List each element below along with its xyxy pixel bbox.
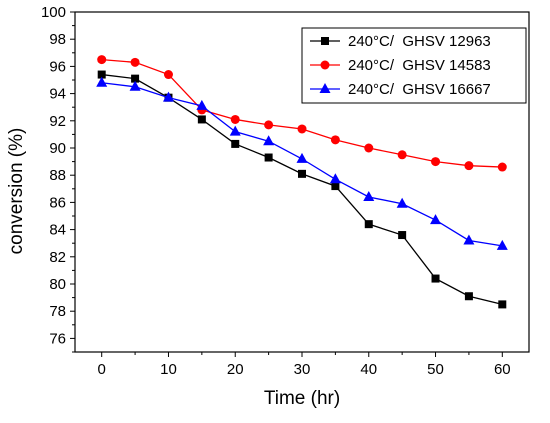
axes-layer: 0 10 20 30 40 50 60 76 78 80 82 84 86 88 90 92 94 96 98 100	[41, 4, 530, 378]
data-point	[263, 135, 275, 146]
y-tick-label: 80	[49, 276, 66, 293]
x-axis-title: Time (hr)	[264, 388, 340, 409]
data-point	[296, 152, 308, 163]
y-tick-label: 98	[49, 31, 66, 48]
y-tick-label: 86	[49, 194, 66, 211]
data-point	[297, 124, 307, 134]
data-point	[430, 214, 442, 225]
y-tick-label: 84	[49, 222, 66, 239]
y-tick-label: 90	[49, 140, 66, 157]
data-point	[364, 220, 373, 229]
data-point	[230, 114, 240, 124]
plot-layer	[96, 55, 508, 309]
legend-marker	[319, 83, 331, 93]
series-2	[97, 55, 507, 172]
legend-marker	[321, 37, 329, 45]
data-point	[130, 57, 140, 67]
data-point	[364, 143, 374, 153]
y-axis-title: conversion (%)	[6, 128, 27, 255]
data-point	[331, 182, 340, 191]
data-point	[498, 300, 507, 309]
series-line	[101, 73, 503, 306]
series-3	[96, 76, 508, 250]
data-point	[96, 76, 108, 87]
x-tick-label: 40	[360, 361, 377, 378]
data-point	[229, 125, 241, 136]
legend: 240°C/ GHSV 12963 240°C/ GHSV 14583 240°C/…	[301, 27, 527, 104]
data-point	[464, 292, 473, 301]
data-point	[231, 139, 240, 148]
y-tick-label: 88	[49, 167, 66, 184]
data-point	[97, 55, 107, 65]
data-point	[464, 161, 474, 171]
x-tick-label: 0	[98, 361, 106, 378]
data-point	[97, 70, 106, 79]
y-tick-label: 78	[49, 303, 66, 320]
x-tick-label: 10	[160, 361, 177, 378]
data-point	[329, 173, 341, 184]
data-point	[264, 153, 273, 162]
y-tick-label: 94	[49, 86, 66, 103]
data-point	[497, 162, 507, 172]
x-tick-label: 30	[294, 361, 311, 378]
y-tick-label: 100	[41, 4, 66, 21]
data-point	[397, 150, 407, 160]
data-point	[129, 80, 141, 91]
data-point	[463, 234, 475, 245]
data-point	[163, 70, 173, 80]
legend-label: 240°C/ GHSV 14583	[348, 57, 491, 74]
legend-label: 240°C/ GHSV 12963	[348, 33, 491, 50]
legend-marker	[320, 60, 330, 70]
x-tick-label: 60	[494, 361, 511, 378]
y-tick-label: 82	[49, 249, 66, 266]
data-point	[264, 120, 274, 130]
data-point	[431, 157, 441, 167]
y-tick-label: 96	[49, 58, 66, 75]
y-tick-label: 92	[49, 113, 66, 130]
data-point	[496, 239, 508, 250]
data-point	[131, 74, 140, 83]
data-point	[431, 274, 440, 283]
data-point	[330, 135, 340, 145]
series-line	[101, 82, 503, 247]
data-point	[197, 115, 206, 124]
legend-label: 240°C/ GHSV 16667	[348, 81, 491, 98]
data-point	[363, 190, 375, 201]
x-tick-label: 20	[227, 361, 244, 378]
data-point	[298, 169, 306, 178]
y-tick-label: 76	[49, 330, 66, 347]
data-point	[196, 99, 208, 110]
data-point	[398, 231, 407, 240]
x-tick-label: 50	[427, 361, 444, 378]
series-1	[97, 70, 507, 309]
data-point	[162, 91, 174, 102]
data-point	[396, 197, 408, 208]
